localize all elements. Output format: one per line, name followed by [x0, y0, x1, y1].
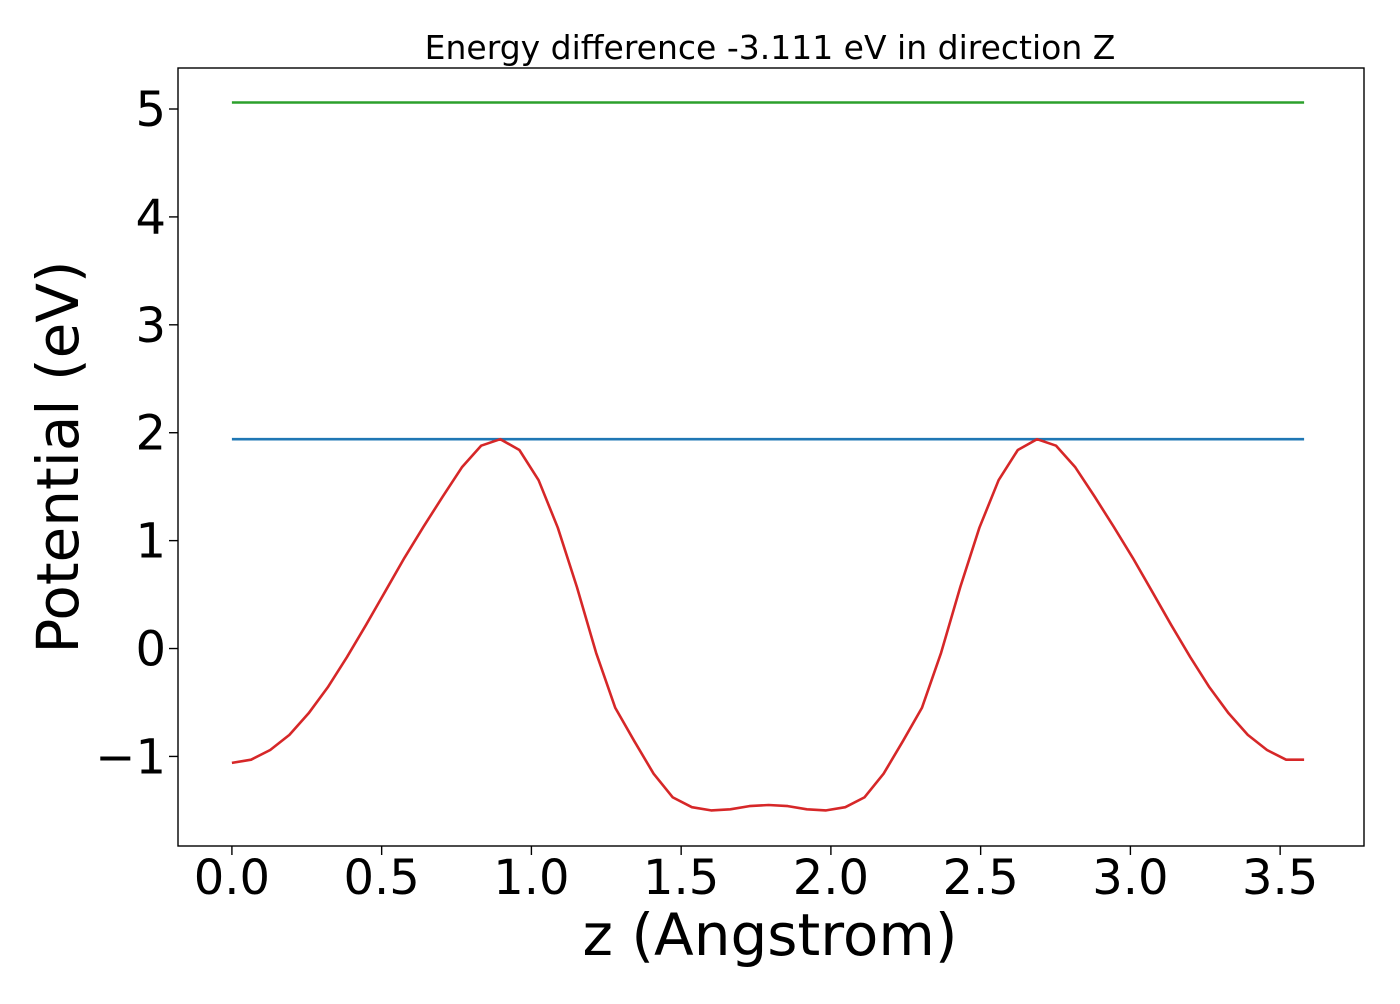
x-tick-label: 2.0 [793, 850, 869, 906]
x-tick-label: 2.5 [942, 850, 1018, 906]
x-tick-label: 1.0 [493, 850, 569, 906]
x-axis-ticks: 0.0 0.5 1.0 1.5 2.0 2.5 3.0 3.5 [194, 846, 1318, 906]
y-tick-label: 4 [135, 190, 166, 246]
y-tick-label: 3 [135, 298, 166, 354]
y-axis-label: Potential (eV) [24, 260, 92, 653]
plot-frame [177, 67, 1365, 847]
x-tick-label: 1.5 [643, 850, 719, 906]
x-tick-label: 0.5 [343, 850, 419, 906]
y-tick-label: 2 [135, 406, 166, 462]
x-axis-label: z (Angstrom) [583, 901, 958, 969]
series-line-2 [231, 437, 1305, 812]
x-tick-label: 3.5 [1242, 850, 1318, 906]
series-layer [231, 101, 1305, 812]
y-tick-label: 1 [135, 514, 166, 570]
y-tick-label: −1 [95, 729, 166, 785]
plot-area [177, 67, 1365, 847]
y-tick-label: 0 [135, 622, 166, 678]
y-axis-ticks: −1 0 1 2 3 4 5 [95, 82, 178, 785]
y-tick-label: 5 [135, 82, 166, 138]
x-tick-label: 0.0 [194, 850, 270, 906]
x-tick-label: 3.0 [1092, 850, 1168, 906]
chart-title: Energy difference -3.111 eV in direction… [425, 28, 1116, 67]
